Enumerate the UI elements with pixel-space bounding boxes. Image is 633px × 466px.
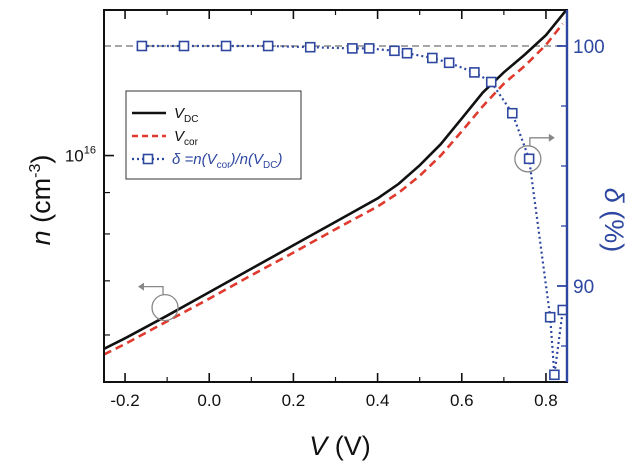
series-layer xyxy=(104,10,567,381)
annotation-arrow xyxy=(143,285,164,295)
x-tick-label: 0.4 xyxy=(366,391,390,410)
data-point-delta xyxy=(523,153,535,165)
x-tick-label: 0.6 xyxy=(450,391,474,410)
data-point-delta xyxy=(557,304,567,316)
annotation-circle xyxy=(151,293,179,322)
y-axis-title-right: δ (%) xyxy=(599,188,629,253)
x-tick-label: 0.8 xyxy=(534,391,558,410)
series-line-vcor xyxy=(104,22,564,356)
data-point-delta xyxy=(389,45,400,57)
legend-item-vdc: VDC xyxy=(132,105,198,125)
legend: VDC Vcor δ =n(Vcor)/n(VDC) xyxy=(125,90,302,180)
annotation-circle xyxy=(514,145,542,173)
annotation-arrowhead xyxy=(548,133,555,142)
data-point-delta xyxy=(544,311,556,323)
data-point-delta xyxy=(549,369,560,381)
data-point-delta xyxy=(485,76,497,88)
legend-marker-delta xyxy=(142,153,154,165)
y-right-tick-label: 100 xyxy=(573,37,605,58)
data-point-delta xyxy=(506,107,518,119)
annotation-arrowhead xyxy=(138,282,145,291)
x-tick-label: -0.2 xyxy=(110,391,139,410)
data-point-delta xyxy=(220,40,232,52)
data-point-delta xyxy=(469,67,480,78)
y-left-tick-label: 1016 xyxy=(65,145,96,166)
legend-label-delta: δ =n(Vcor)/n(VDC) xyxy=(172,151,282,171)
legend-label-vdc: VDC xyxy=(174,105,198,125)
x-axis-title: V (V) xyxy=(309,431,371,461)
legend-item-vcor: Vcor xyxy=(132,128,199,148)
series-line-vdc xyxy=(104,10,567,350)
data-point-delta xyxy=(443,57,455,69)
x-tick-label: 0.2 xyxy=(282,391,306,410)
data-point-delta xyxy=(401,47,413,59)
data-point-delta xyxy=(262,40,274,52)
data-point-delta xyxy=(427,52,438,64)
data-point-delta xyxy=(178,40,190,52)
y-right-tick-label: 90 xyxy=(573,277,594,298)
annotation-arrow xyxy=(529,137,550,146)
data-point-delta xyxy=(347,43,358,54)
legend-label-vcor: Vcor xyxy=(174,128,199,148)
y-axis-title-left: n (cm-3) xyxy=(26,155,56,246)
data-point-delta xyxy=(363,43,375,54)
axes-layer: -0.2 0.0 0.2 0.4 0.6 0.8 90 100 xyxy=(104,10,605,410)
data-point-delta xyxy=(304,41,316,53)
x-tick-label: 0.0 xyxy=(197,391,221,410)
legend-item-delta: δ =n(Vcor)/n(VDC) xyxy=(132,151,282,171)
data-point-delta xyxy=(136,40,148,52)
